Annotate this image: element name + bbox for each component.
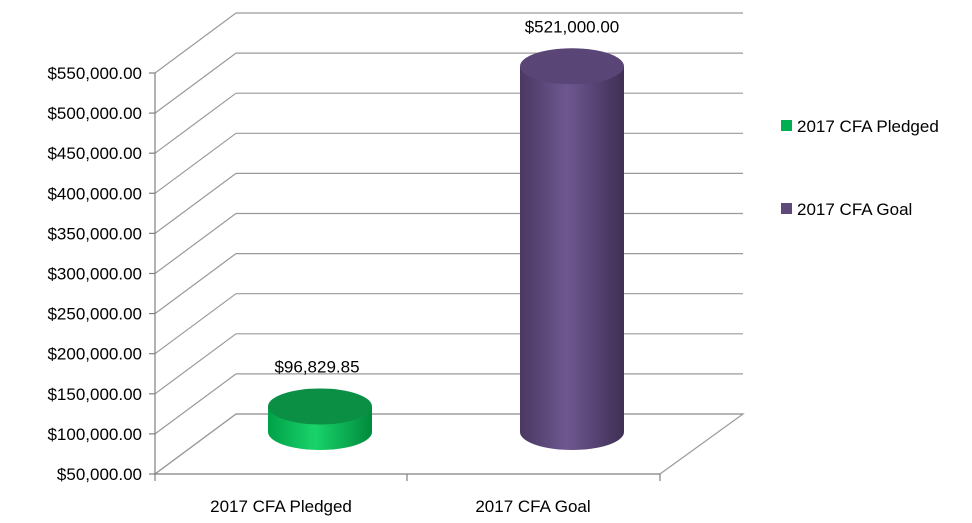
bar-top: [520, 48, 624, 85]
bar: [520, 48, 624, 451]
gridline-side: [154, 373, 237, 435]
bars: [268, 48, 624, 451]
gridline-side: [154, 52, 237, 114]
gridlines: [154, 12, 743, 475]
labels: $50,000.00 $100,000.00 $150,000.00 $200,000…: [47, 17, 619, 516]
x-tick-label: 2017 CFA Goal: [475, 497, 590, 516]
y-tick-label: $500,000.00: [47, 104, 142, 123]
legend-swatch: [781, 120, 792, 131]
legend-label: 2017 CFA Goal: [797, 200, 912, 219]
y-tick-label: $150,000.00: [47, 385, 142, 404]
gridline-side: [154, 293, 237, 355]
gridline-side: [154, 253, 237, 315]
y-tick-label: $300,000.00: [47, 265, 142, 284]
legend: 2017 CFA Pledged 2017 CFA Goal: [781, 117, 939, 219]
x-tick-label: 2017 CFA Pledged: [210, 497, 352, 516]
y-tick-label: $550,000.00: [47, 64, 142, 83]
legend-item: 2017 CFA Pledged: [781, 117, 939, 136]
legend-swatch: [781, 203, 792, 214]
gridline-side: [154, 12, 237, 74]
axes: [149, 72, 745, 481]
gridline-side: [154, 92, 237, 154]
legend-label: 2017 CFA Pledged: [797, 117, 939, 136]
gridline-side: [154, 333, 237, 395]
bar: [268, 388, 372, 450]
gridline-side: [154, 213, 237, 274]
gridline-side: [154, 172, 237, 234]
gridline-side: [154, 132, 237, 194]
y-tick-label: $50,000.00: [57, 465, 142, 484]
y-tick-label: $200,000.00: [47, 345, 142, 364]
y-tick-label: $250,000.00: [47, 305, 142, 324]
y-tick-label: $450,000.00: [47, 144, 142, 163]
data-label: $521,000.00: [525, 17, 620, 36]
bar-body: [520, 66, 624, 451]
y-tick-label: $400,000.00: [47, 184, 142, 203]
y-tick-label: $100,000.00: [47, 425, 142, 444]
data-label: $96,829.85: [274, 357, 359, 376]
y-tick-label: $350,000.00: [47, 224, 142, 243]
bar-top: [268, 388, 372, 425]
legend-item: 2017 CFA Goal: [781, 200, 912, 219]
floor-outline: [154, 413, 745, 475]
